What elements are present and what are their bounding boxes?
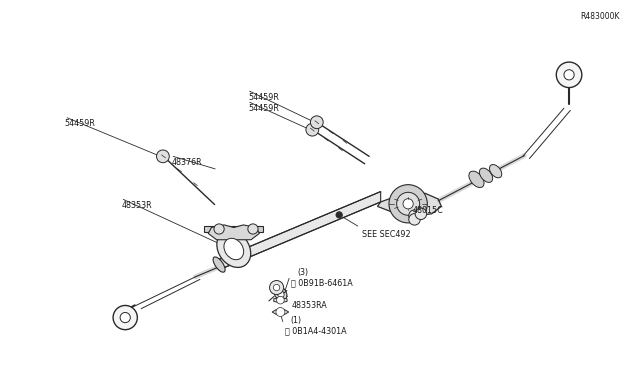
Circle shape (409, 210, 420, 221)
Polygon shape (219, 192, 381, 270)
Circle shape (276, 296, 284, 304)
Text: 48353R: 48353R (122, 201, 153, 210)
Circle shape (113, 305, 138, 330)
Ellipse shape (490, 164, 502, 178)
Circle shape (415, 208, 427, 219)
Circle shape (276, 308, 285, 317)
Polygon shape (272, 310, 289, 314)
Text: SEE SEC492: SEE SEC492 (362, 231, 410, 240)
Polygon shape (204, 226, 262, 232)
Circle shape (273, 284, 280, 291)
Ellipse shape (276, 289, 284, 298)
Circle shape (403, 199, 413, 209)
Circle shape (157, 150, 170, 163)
Circle shape (397, 192, 420, 215)
Circle shape (306, 123, 319, 136)
Circle shape (269, 280, 284, 295)
Circle shape (214, 224, 224, 234)
Text: (3): (3) (298, 267, 308, 276)
Text: R483000K: R483000K (580, 12, 620, 21)
Text: (1): (1) (290, 316, 301, 325)
Circle shape (248, 224, 258, 234)
Circle shape (409, 214, 420, 225)
Polygon shape (208, 225, 259, 240)
Text: 54459R: 54459R (65, 119, 95, 128)
Ellipse shape (469, 171, 484, 187)
Text: 48376R: 48376R (172, 158, 202, 167)
Polygon shape (378, 193, 442, 216)
Text: Ⓑ 0B1A4-4301A: Ⓑ 0B1A4-4301A (285, 327, 346, 336)
Ellipse shape (479, 168, 493, 182)
Text: 54459R: 54459R (248, 93, 279, 102)
Circle shape (564, 70, 574, 80)
Circle shape (120, 312, 131, 323)
Text: 54459R: 54459R (248, 104, 279, 113)
Polygon shape (274, 298, 287, 303)
Text: 48353RA: 48353RA (291, 301, 327, 310)
Circle shape (336, 212, 342, 218)
Ellipse shape (213, 257, 225, 272)
Text: 48015C: 48015C (413, 206, 444, 215)
Circle shape (389, 185, 428, 223)
Ellipse shape (224, 238, 244, 260)
Ellipse shape (217, 231, 251, 267)
Circle shape (310, 116, 323, 129)
Text: Ⓞ 0B91B-6461A: Ⓞ 0B91B-6461A (291, 279, 353, 288)
Circle shape (556, 62, 582, 87)
Ellipse shape (274, 286, 287, 301)
